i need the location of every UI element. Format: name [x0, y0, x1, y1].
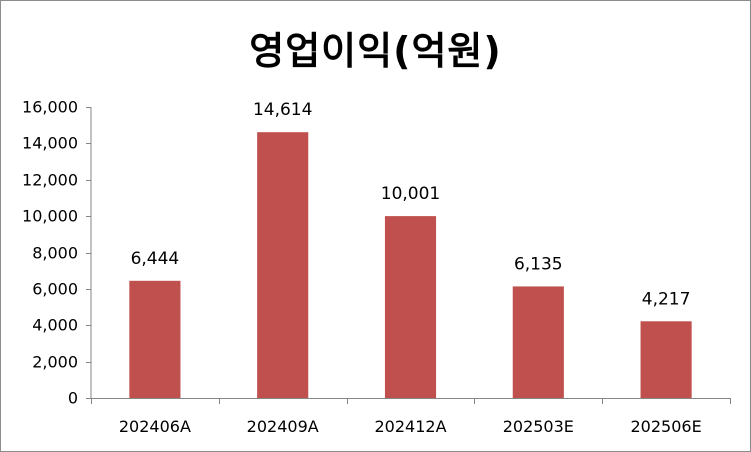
data-label: 6,135 — [514, 254, 563, 274]
bar — [129, 280, 181, 398]
y-tick-label: 12,000 — [22, 171, 78, 190]
x-axis: 202406A 202409A 202412A 202503E 202506E — [91, 398, 731, 436]
x-tick-label: 202412A — [374, 417, 446, 436]
y-tick-label: 6,000 — [32, 280, 78, 299]
data-label: 14,614 — [253, 100, 312, 120]
y-tick-label: 16,000 — [22, 98, 78, 117]
x-tick-label: 202503E — [503, 417, 574, 436]
bar — [512, 286, 564, 398]
y-tick-label: 10,000 — [22, 207, 78, 226]
bar — [640, 321, 692, 398]
data-labels: 6,444 14,614 10,001 6,135 4,217 — [131, 100, 691, 309]
data-label: 10,001 — [381, 184, 440, 204]
bars — [129, 132, 692, 398]
x-tick-label: 202406A — [119, 417, 191, 436]
y-axis: 0 2,000 4,000 6,000 8,000 10,000 12,000 14,000 1… — [22, 98, 92, 408]
data-label: 4,217 — [642, 289, 691, 309]
y-tick-label: 8,000 — [32, 244, 78, 263]
chart-title: 영업이익(억원) — [249, 29, 502, 73]
data-label: 6,444 — [131, 249, 180, 269]
y-tick-label: 4,000 — [32, 316, 78, 335]
bar — [257, 132, 309, 398]
y-tick-label: 0 — [68, 389, 78, 408]
y-tick-label: 14,000 — [22, 134, 78, 153]
bar — [384, 216, 437, 398]
y-tick-label: 2,000 — [32, 353, 78, 372]
x-tick-label: 202409A — [247, 417, 319, 436]
x-tick-label: 202506E — [631, 417, 702, 436]
